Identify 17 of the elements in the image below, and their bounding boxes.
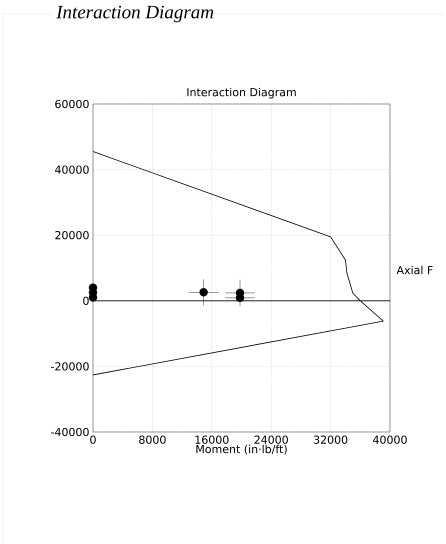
x-axis-title: Moment (in·lb/ft): [196, 444, 287, 455]
x-tick-label: 32000: [314, 436, 348, 444]
y-tick-label: 60000: [55, 100, 89, 108]
y-tick-label: 0: [83, 296, 89, 305]
y-axis-title: Axial F: [396, 266, 433, 274]
y-tick-label: -20000: [51, 362, 89, 371]
x-tick-label: 16000: [196, 436, 229, 444]
point: [199, 288, 208, 296]
chart-subtitle: Interaction Diagram: [187, 88, 296, 98]
x-tick-label: 24000: [254, 436, 288, 444]
y-tick-label: 40000: [55, 165, 89, 174]
y-tick-label: -40000: [51, 428, 89, 436]
x-tick-label: 40000: [373, 436, 407, 444]
y-tick-label: 20000: [55, 231, 89, 240]
chart-title: Interaction Diagram: [56, 6, 214, 22]
x-tick-label: 8000: [139, 436, 166, 444]
x-tick-label: 0: [90, 436, 96, 444]
